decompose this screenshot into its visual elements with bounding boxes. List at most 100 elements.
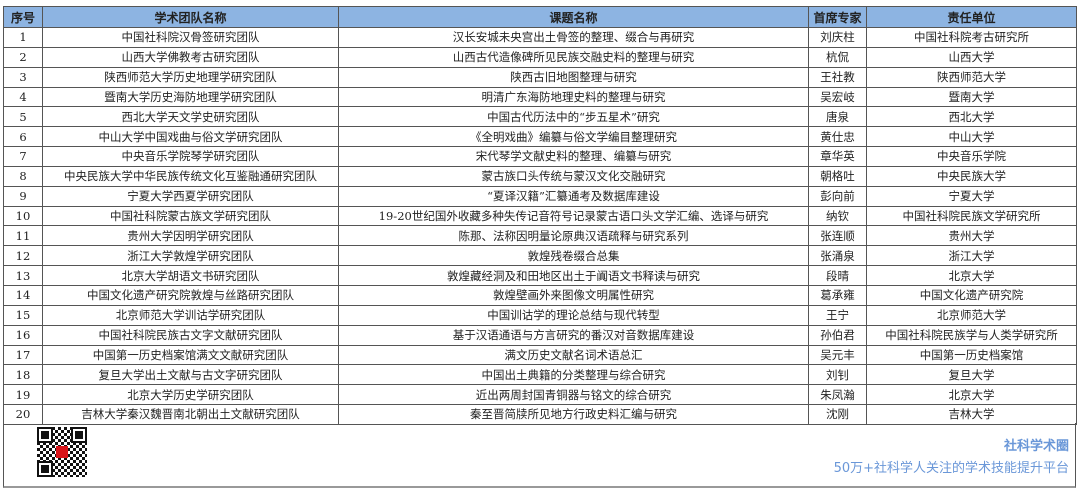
table-row: 12 浙江大学敦煌学研究团队 敦煌残卷缀合总集 张涌泉 浙江大学 — [3, 245, 1077, 267]
cell-chief-expert: 段晴 — [808, 265, 867, 286]
cell-team-name: 中央音乐学院琴学研究团队 — [42, 146, 339, 167]
cell-index: 15 — [3, 304, 43, 326]
table-row: 11 贵州大学因明学研究团队 陈那、法称因明量论原典汉语疏释与研究系列 张连顺 贵州大学 — [3, 225, 1077, 247]
table-row: 4 暨南大学历史海防地理学研究团队 明清广东海防地理史料的整理与研究 吴宏岐 暨南大学 — [3, 86, 1077, 108]
cell-team-name: 中国文化遗产研究院敦煌与丝路研究团队 — [42, 284, 339, 306]
table-row: 10 中国社科院蒙古族文学研究团队 19-20世纪国外收藏多种失传记音符号记录蒙古语… — [3, 205, 1077, 227]
cell-project-title: 山西古代造像碑所见民族交融史料的整理与研究 — [338, 46, 809, 68]
cell-team-name: 宁夏大学西夏学研究团队 — [42, 185, 339, 207]
header-chief-expert: 首席专家 — [808, 6, 867, 28]
table-row: 5 西北大学天文学史研究团队 中国古代历法中的“步五星术”研究 唐泉 西北大学 — [3, 106, 1077, 128]
cell-index: 13 — [3, 265, 43, 286]
cell-institution: 中国文化遗产研究院 — [866, 284, 1077, 306]
cell-project-title: 蒙古族口头传统与蒙汉文化交融研究 — [338, 165, 809, 187]
cell-institution: 宁夏大学 — [866, 185, 1077, 207]
table-row: 14 中国文化遗产研究院敦煌与丝路研究团队 敦煌壁画外来图像文明属性研究 葛承雍 中国文… — [3, 284, 1077, 306]
cell-chief-expert: 张涌泉 — [808, 245, 867, 267]
cell-chief-expert: 吴元丰 — [808, 344, 867, 366]
cell-team-name: 中国第一历史档案馆满文文献研究团队 — [42, 344, 339, 366]
cell-chief-expert: 吴宏岐 — [808, 86, 867, 108]
cell-project-title: 敦煌残卷缀合总集 — [338, 245, 809, 267]
table-row: 3 陕西师范大学历史地理学研究团队 陕西古旧地图整理与研究 王社教 陕西师范大学 — [3, 66, 1077, 88]
cell-index: 12 — [3, 245, 43, 267]
footer: 社科学术圈 50万+社科学人关注的学术技能提升平台 — [3, 423, 1076, 488]
cell-index: 8 — [3, 165, 43, 187]
cell-institution: 北京大学 — [866, 265, 1077, 286]
cell-chief-expert: 王宁 — [808, 304, 867, 326]
cell-project-title: 敦煌藏经洞及和田地区出土于阗语文书释读与研究 — [338, 265, 809, 286]
brand-slogan: 50万+社科学人关注的学术技能提升平台 — [833, 461, 1069, 476]
cell-institution: 中国社科院民族学与人类学研究所 — [866, 324, 1077, 346]
cell-institution: 中央音乐学院 — [866, 146, 1077, 167]
cell-project-title: 宋代琴学文献史料的整理、编纂与研究 — [338, 146, 809, 167]
cell-institution: 北京大学 — [866, 384, 1077, 406]
cell-chief-expert: 沈刚 — [808, 404, 867, 425]
table-row: 1 中国社科院汉骨签研究团队 汉长安城未央宫出土骨签的整理、缀合与再研究 刘庆柱 中国社… — [3, 27, 1077, 48]
table-row: 7 中央音乐学院琴学研究团队 宋代琴学文献史料的整理、编纂与研究 章华英 中央音乐学院 — [3, 146, 1077, 167]
cell-institution: 山西大学 — [866, 46, 1077, 68]
cell-project-title: 中国出土典籍的分类整理与综合研究 — [338, 364, 809, 386]
cell-institution: 西北大学 — [866, 106, 1077, 128]
cell-team-name: 山西大学佛教考古研究团队 — [42, 46, 339, 68]
projects-table: 序号 学术团队名称 课题名称 首席专家 责任单位 1 中国社科院汉骨签研究团队 汉长安城未央… — [3, 6, 1077, 425]
cell-project-title: 秦至晋简牍所见地方行政史料汇编与研究 — [338, 404, 809, 425]
cell-project-title: “夏译汉籍”汇纂通考及数据库建设 — [338, 185, 809, 207]
cell-chief-expert: 唐泉 — [808, 106, 867, 128]
cell-chief-expert: 孙伯君 — [808, 324, 867, 346]
cell-institution: 中国社科院民族文学研究所 — [866, 205, 1077, 227]
cell-institution: 暨南大学 — [866, 86, 1077, 108]
cell-project-title: 中国训诂学的理论总结与现代转型 — [338, 304, 809, 326]
table-row: 8 中央民族大学中华民族传统文化互鉴融通研究团队 蒙古族口头传统与蒙汉文化交融研究朝… — [3, 165, 1077, 187]
cell-team-name: 北京大学胡语文书研究团队 — [42, 265, 339, 286]
table-row: 17 中国第一历史档案馆满文文献研究团队 满文历史文献名词术语总汇 吴元丰 中国第一历史… — [3, 344, 1077, 366]
cell-team-name: 北京师范大学训诂学研究团队 — [42, 304, 339, 326]
cell-project-title: 中国古代历法中的“步五星术”研究 — [338, 106, 809, 128]
cell-team-name: 吉林大学秦汉魏晋南北朝出土文献研究团队 — [42, 404, 339, 425]
table-row: 18 复旦大学出土文献与古文字研究团队 中国出土典籍的分类整理与综合研究 刘钊 复旦大学 — [3, 364, 1077, 386]
cell-index: 6 — [3, 126, 43, 148]
cell-index: 9 — [3, 185, 43, 207]
cell-project-title: 敦煌壁画外来图像文明属性研究 — [338, 284, 809, 306]
cell-index: 20 — [3, 404, 43, 425]
qr-code-icon — [37, 427, 87, 477]
cell-project-title: 近出两周封国青铜器与铭文的综合研究 — [338, 384, 809, 406]
cell-index: 11 — [3, 225, 43, 247]
cell-chief-expert: 刘庆柱 — [808, 27, 867, 48]
table-row: 16 中国社科院民族古文字文献研究团队 基于汉语通语与方言研究的番汉对音数据库建设孙… — [3, 324, 1077, 346]
cell-institution: 贵州大学 — [866, 225, 1077, 247]
cell-index: 7 — [3, 146, 43, 167]
cell-chief-expert: 彭向前 — [808, 185, 867, 207]
cell-project-title: 19-20世纪国外收藏多种失传记音符号记录蒙古语口头文学汇编、选译与研究 — [338, 205, 809, 227]
cell-index: 19 — [3, 384, 43, 406]
cell-chief-expert: 朱凤瀚 — [808, 384, 867, 406]
cell-project-title: 汉长安城未央宫出土骨签的整理、缀合与再研究 — [338, 27, 809, 48]
cell-chief-expert: 刘钊 — [808, 364, 867, 386]
cell-project-title: 陈那、法称因明量论原典汉语疏释与研究系列 — [338, 225, 809, 247]
table-row: 20 吉林大学秦汉魏晋南北朝出土文献研究团队 秦至晋简牍所见地方行政史料汇编与研究沈… — [3, 404, 1077, 425]
cell-team-name: 中国社科院民族古文字文献研究团队 — [42, 324, 339, 346]
table-row: 15 北京师范大学训诂学研究团队 中国训诂学的理论总结与现代转型 王宁 北京师范大学 — [3, 304, 1077, 326]
header-team-name: 学术团队名称 — [42, 6, 339, 28]
cell-project-title: 基于汉语通语与方言研究的番汉对音数据库建设 — [338, 324, 809, 346]
cell-chief-expert: 朝格吐 — [808, 165, 867, 187]
cell-project-title: 明清广东海防地理史料的整理与研究 — [338, 86, 809, 108]
cell-institution: 中央民族大学 — [866, 165, 1077, 187]
header-project-title: 课题名称 — [338, 6, 809, 28]
cell-index: 18 — [3, 364, 43, 386]
cell-team-name: 中央民族大学中华民族传统文化互鉴融通研究团队 — [42, 165, 339, 187]
cell-project-title: 《全明戏曲》编纂与俗文学编目整理研究 — [338, 126, 809, 148]
table-header-row: 序号 学术团队名称 课题名称 首席专家 责任单位 — [3, 6, 1077, 28]
brand-name: 社科学术圈 — [1003, 439, 1069, 454]
cell-team-name: 陕西师范大学历史地理学研究团队 — [42, 66, 339, 88]
cell-project-title: 陕西古旧地图整理与研究 — [338, 66, 809, 88]
cell-institution: 吉林大学 — [866, 404, 1077, 425]
table-row: 2 山西大学佛教考古研究团队 山西古代造像碑所见民族交融史料的整理与研究 杭侃 山西大学 — [3, 46, 1077, 68]
cell-chief-expert: 杭侃 — [808, 46, 867, 68]
table-row: 19 北京大学历史学研究团队 近出两周封国青铜器与铭文的综合研究 朱凤瀚 北京大学 — [3, 384, 1077, 406]
cell-institution: 陕西师范大学 — [866, 66, 1077, 88]
cell-index: 17 — [3, 344, 43, 366]
cell-institution: 浙江大学 — [866, 245, 1077, 267]
cell-team-name: 复旦大学出土文献与古文字研究团队 — [42, 364, 339, 386]
cell-chief-expert: 纳钦 — [808, 205, 867, 227]
cell-index: 10 — [3, 205, 43, 227]
